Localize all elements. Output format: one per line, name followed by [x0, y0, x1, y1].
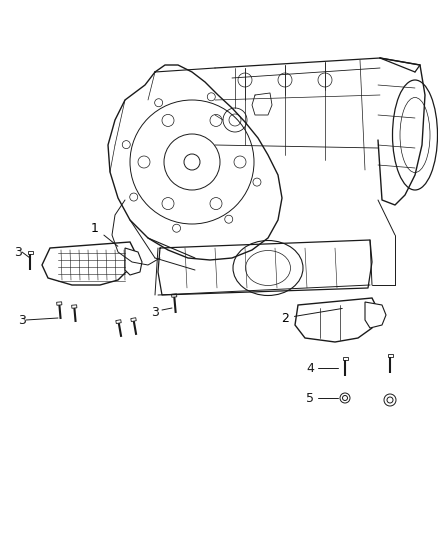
Polygon shape [172, 294, 177, 297]
Polygon shape [388, 354, 392, 357]
Text: 3: 3 [18, 313, 26, 327]
Text: 3: 3 [151, 305, 159, 319]
Polygon shape [343, 357, 347, 360]
Polygon shape [57, 302, 62, 305]
Polygon shape [295, 298, 378, 342]
Polygon shape [365, 302, 386, 328]
Text: 3: 3 [14, 246, 22, 259]
Polygon shape [131, 318, 136, 321]
Text: 1: 1 [91, 222, 118, 246]
Polygon shape [72, 305, 77, 308]
Polygon shape [42, 242, 135, 285]
Polygon shape [28, 251, 32, 254]
Text: 2: 2 [281, 309, 342, 325]
Text: 5: 5 [306, 392, 314, 405]
Polygon shape [125, 248, 142, 275]
Polygon shape [116, 320, 121, 324]
Text: 4: 4 [306, 361, 314, 375]
